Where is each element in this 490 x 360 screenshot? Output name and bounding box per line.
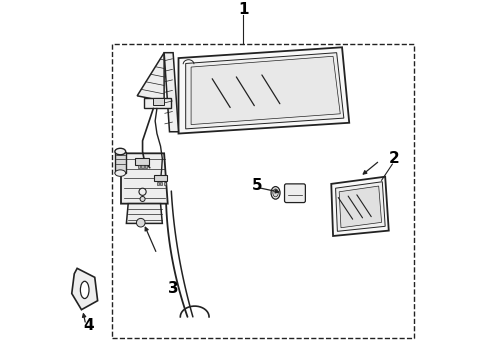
Text: 4: 4 [83,318,94,333]
Bar [138,165,140,168]
Polygon shape [137,53,164,101]
Polygon shape [115,152,125,173]
Polygon shape [331,177,389,236]
Polygon shape [186,53,344,129]
Polygon shape [178,47,349,134]
Polygon shape [126,204,162,224]
Ellipse shape [80,281,89,298]
Bar [112,44,414,338]
Polygon shape [121,153,168,204]
Polygon shape [339,186,382,228]
FancyBboxPatch shape [285,184,305,203]
Polygon shape [154,175,167,181]
Bar [160,182,162,185]
Ellipse shape [273,189,278,197]
Bar [142,165,144,168]
Ellipse shape [271,186,280,199]
Polygon shape [135,158,149,165]
Text: 2: 2 [389,151,399,166]
Circle shape [140,197,145,202]
Circle shape [139,188,146,195]
Text: 5: 5 [252,178,263,193]
Circle shape [136,219,145,227]
Bar [145,165,147,168]
Polygon shape [191,56,340,125]
Polygon shape [145,98,171,108]
Ellipse shape [115,170,125,176]
Polygon shape [153,98,164,105]
Polygon shape [72,268,98,310]
Text: 1: 1 [238,2,248,17]
Polygon shape [336,182,385,231]
Ellipse shape [115,148,125,155]
Bar [157,182,159,185]
Polygon shape [164,53,178,132]
Text: 3: 3 [168,280,178,296]
Bar [164,182,166,185]
